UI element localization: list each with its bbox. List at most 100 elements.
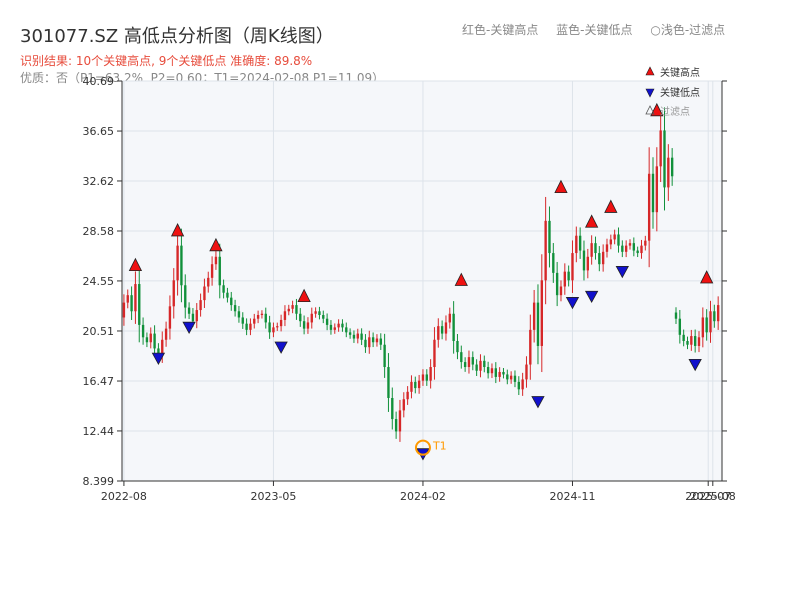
candle-body — [433, 339, 436, 368]
key-high-marker — [297, 288, 311, 303]
candle-body — [555, 272, 559, 296]
candle-body — [667, 157, 670, 188]
candle-body — [647, 173, 651, 241]
candle-body — [237, 311, 241, 318]
key-high-marker — [585, 214, 599, 228]
candle-body — [325, 318, 329, 325]
key-high-marker — [170, 223, 185, 237]
key-high-marker — [128, 257, 143, 272]
candle-body — [448, 313, 451, 323]
candle-body — [540, 280, 543, 346]
candle-body — [705, 317, 708, 333]
candle-body — [218, 256, 221, 286]
key-high-marker — [700, 270, 714, 284]
key-high-marker — [604, 199, 618, 213]
candle-body — [582, 250, 586, 271]
candle-body — [624, 245, 628, 252]
candle-body — [678, 318, 682, 335]
candle-body — [425, 374, 428, 381]
candle-body — [490, 368, 494, 374]
key-low-marker — [615, 266, 629, 279]
candle-body — [636, 250, 639, 254]
x-tick-label: 2025-07 — [685, 490, 731, 503]
candle-body — [456, 341, 459, 353]
candle-body — [253, 318, 256, 324]
candle-body — [467, 357, 471, 368]
page-title: 301077.SZ 高低点分析图（周K线图） — [20, 26, 334, 47]
candle-body — [287, 308, 290, 312]
candle-body — [126, 295, 129, 303]
candle-body — [222, 285, 225, 293]
candle-body — [682, 334, 685, 342]
candle-body — [153, 333, 156, 349]
candle-body — [506, 374, 509, 380]
x-tick-label: 2025-08 — [690, 490, 736, 503]
y-tick-label: 12.44 — [83, 425, 115, 438]
candle-body — [295, 305, 298, 314]
candle-body — [322, 314, 325, 319]
candle-body — [356, 333, 359, 339]
legend-filter-icon — [645, 105, 655, 115]
candle-body — [299, 313, 302, 322]
candle-body — [709, 311, 712, 333]
candle-body — [697, 337, 701, 346]
candle-body — [161, 339, 164, 355]
t1-label: T1 — [432, 440, 447, 453]
candle-body — [368, 337, 371, 348]
candle-body — [463, 362, 467, 368]
candle-body — [659, 130, 662, 167]
candle-body — [701, 317, 705, 338]
candle-body — [341, 323, 344, 328]
candle-body — [417, 380, 421, 389]
candle-body — [371, 337, 375, 343]
candle-body — [605, 244, 609, 252]
candle-body — [283, 311, 287, 320]
key-low-marker — [531, 396, 545, 409]
candle-body — [640, 245, 643, 254]
candle-body — [210, 264, 214, 278]
top-legend: 红色-关键高点 蓝色-关键低点 ○浅色-过滤点 — [462, 21, 739, 38]
candle-body — [318, 311, 321, 315]
legend-filter-text: ○浅色-过滤点 — [650, 23, 726, 37]
x-tick-label: 2022-08 — [101, 490, 147, 503]
legend-low-label: 关键低点 — [660, 86, 700, 99]
candle-body — [693, 336, 697, 346]
x-tick-label: 2023-05 — [250, 490, 296, 503]
candle-body — [260, 313, 264, 315]
candle-body — [241, 317, 244, 324]
key-low-marker — [565, 297, 580, 310]
candle-body — [256, 314, 260, 319]
candle-body — [310, 313, 313, 323]
candle-body — [352, 334, 356, 339]
candle-body — [509, 375, 513, 380]
candle-body — [429, 367, 432, 381]
candle-body — [486, 367, 490, 374]
candle-body — [138, 284, 141, 325]
candle-body — [333, 327, 336, 330]
candle-body — [360, 333, 363, 340]
candle-body — [145, 337, 149, 343]
candle-body — [279, 319, 283, 327]
candle-body — [440, 326, 444, 334]
y-tick-label: 32.62 — [83, 175, 115, 188]
y-tick-label: 40.69 — [83, 75, 115, 88]
candle-body — [525, 364, 528, 380]
candle-body — [134, 284, 137, 312]
candle-body — [479, 360, 482, 371]
candle-body — [628, 243, 632, 246]
candle-body — [437, 326, 440, 340]
candle-body — [402, 399, 405, 411]
candle-body — [264, 313, 267, 323]
candle-body — [494, 368, 497, 377]
candle-body — [502, 371, 505, 375]
candle-body — [421, 374, 425, 381]
x-tick-label: 2024-11 — [549, 490, 595, 503]
legend-low-icon — [645, 88, 655, 98]
candle-body — [291, 305, 294, 309]
candle-body — [157, 348, 160, 355]
candle-body — [663, 130, 666, 188]
candle-body — [552, 253, 555, 273]
candle-body — [306, 322, 310, 329]
key-high-marker — [554, 179, 568, 194]
